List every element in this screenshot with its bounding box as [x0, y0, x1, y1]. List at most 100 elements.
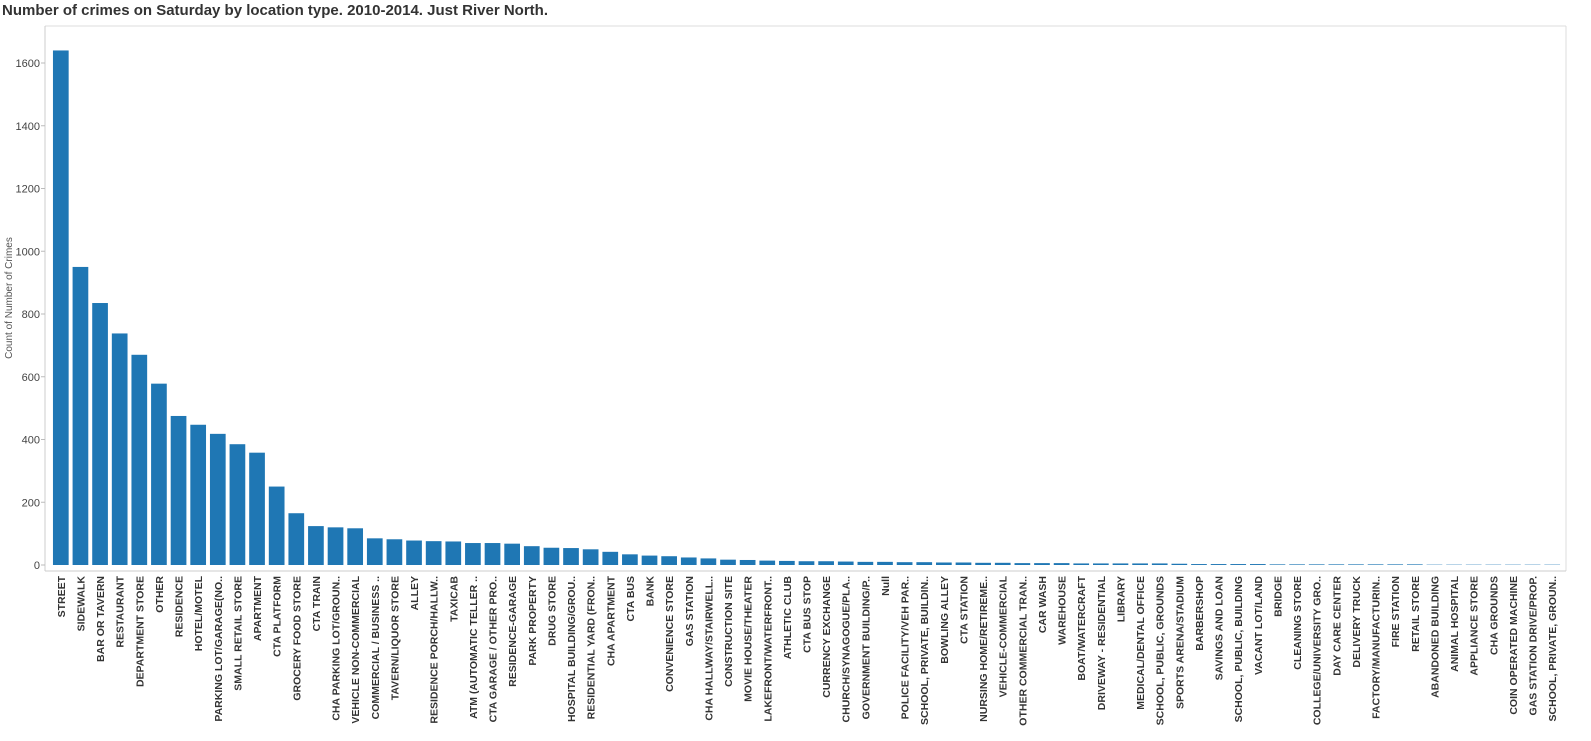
- category-label: APPLIANCE STORE: [1469, 576, 1481, 676]
- category-label: SPORTS ARENA/STADIUM: [1174, 576, 1186, 709]
- category-label: FIRE STATION: [1390, 576, 1402, 647]
- category-label: ALLEY: [409, 576, 421, 610]
- category-label: SCHOOL, PUBLIC, BUILDING: [1233, 576, 1245, 722]
- category-label: SMALL RETAIL STORE: [232, 576, 244, 691]
- category-label: MOVIE HOUSE/THEATER: [743, 576, 755, 702]
- bar: [622, 554, 638, 565]
- bar: [818, 561, 834, 565]
- bar: [52, 50, 69, 565]
- category-label: Null: [880, 576, 892, 596]
- bar: [1249, 564, 1266, 565]
- category-label: GOVERNMENT BUILDING/P..: [860, 576, 872, 719]
- bar: [1308, 564, 1325, 565]
- category-label: ATHLETIC CLUB: [782, 576, 794, 660]
- bar: [1328, 564, 1345, 565]
- category-label: DEPARTMENT STORE: [134, 576, 146, 687]
- bar: [151, 383, 167, 565]
- bar: [1112, 563, 1129, 565]
- category-label: CLEANING STORE: [1292, 576, 1304, 670]
- category-label: PARKING LOT/GARAGE(NO..: [213, 576, 225, 722]
- category-label: SCHOOL, PRIVATE, BUILDIN..: [919, 576, 931, 725]
- category-label: VEHICLE NON-COMMERCIAL: [350, 575, 362, 723]
- category-label: RESTAURANT: [115, 575, 127, 647]
- bar: [563, 548, 579, 565]
- category-label: RETAIL STORE: [1410, 576, 1422, 652]
- bar: [209, 433, 226, 565]
- category-label: LIBRARY: [1115, 576, 1127, 622]
- category-label: OTHER COMMERCIAL TRAN..: [1017, 576, 1029, 726]
- category-label: CHA HALLWAY/STAIRWELL..: [703, 576, 715, 721]
- category-label: CTA TRAIN: [311, 576, 323, 631]
- category-label: CURRENCY EXCHANGE: [821, 576, 833, 698]
- bar: [484, 543, 501, 565]
- bar: [131, 354, 148, 565]
- category-label: SIDEWALK: [75, 576, 87, 632]
- bar: [170, 415, 187, 565]
- bar: [190, 424, 207, 565]
- bar: [975, 562, 991, 565]
- category-label: CTA GARAGE / OTHER PRO..: [488, 576, 500, 723]
- bar: [759, 560, 776, 565]
- category-label: HOTEL/MOTEL: [193, 575, 205, 651]
- category-label: CONSTRUCTION SITE: [723, 576, 735, 687]
- category-label: RESIDENCE: [174, 576, 186, 637]
- bar: [445, 541, 462, 565]
- bar: [1132, 563, 1148, 565]
- category-label: BOAT/WATERCRAFT: [1076, 575, 1088, 680]
- bar: [1151, 563, 1168, 565]
- bar: [523, 546, 540, 565]
- category-label: SAVINGS AND LOAN: [1214, 576, 1226, 680]
- y-tick-label: 0: [34, 560, 40, 572]
- category-label: RESIDENCE-GARAGE: [507, 576, 519, 687]
- category-label: WAREHOUSE: [1057, 576, 1069, 645]
- category-label: STREET: [56, 575, 68, 617]
- category-label: APARTMENT: [252, 575, 264, 641]
- bar: [1367, 564, 1384, 565]
- category-label: CONVENIENCE STORE: [664, 576, 676, 692]
- bar: [1348, 564, 1364, 565]
- category-label: TAXICAB: [448, 576, 460, 622]
- category-label: CHA APARTMENT: [605, 575, 617, 666]
- category-label: CHA PARKING LOT/GROUN..: [331, 576, 343, 721]
- y-tick-label: 800: [22, 309, 40, 321]
- bar: [857, 561, 874, 565]
- bar: [680, 557, 697, 565]
- bar: [720, 559, 736, 565]
- bar: [661, 556, 677, 565]
- bar: [406, 540, 422, 565]
- bar: [641, 555, 658, 565]
- bar: [386, 539, 403, 565]
- bar: [1093, 563, 1109, 565]
- bar: [249, 452, 265, 565]
- bar: [72, 266, 89, 565]
- y-tick-label: 1000: [16, 246, 40, 258]
- category-label: TAVERN/LIQUOR STORE: [389, 576, 401, 700]
- category-label: COMMERCIAL / BUSINESS ..: [370, 576, 382, 719]
- bar: [366, 538, 383, 565]
- bar: [936, 562, 952, 565]
- category-label: NURSING HOME/RETIREME..: [978, 576, 990, 722]
- bar: [779, 560, 795, 565]
- bar: [1034, 563, 1050, 565]
- bar: [994, 562, 1011, 565]
- category-label: DELIVERY TRUCK: [1351, 576, 1363, 668]
- category-label: LAKEFRONT/WATERFRONT..: [762, 576, 774, 722]
- bar: [327, 527, 344, 565]
- category-label: ATM (AUTOMATIC TELLER ..: [468, 576, 480, 719]
- category-label: COIN OPERATED MACHINE: [1508, 576, 1520, 715]
- category-label: BRIDGE: [1272, 576, 1284, 617]
- bar: [1171, 563, 1188, 565]
- category-label: DRUG STORE: [546, 576, 558, 646]
- category-label: CHA GROUNDS: [1488, 576, 1500, 655]
- y-tick-label: 1400: [16, 121, 40, 133]
- category-label: BAR OR TAVERN: [95, 576, 107, 662]
- bar: [347, 528, 364, 565]
- category-label: OTHER: [154, 576, 166, 613]
- bar: [229, 444, 246, 565]
- bar: [1014, 563, 1031, 565]
- bar: [700, 558, 717, 565]
- category-label: SCHOOL, PUBLIC, GROUNDS: [1155, 576, 1167, 725]
- y-tick-label: 1200: [16, 184, 40, 196]
- category-label: PARK PROPERTY: [527, 576, 539, 666]
